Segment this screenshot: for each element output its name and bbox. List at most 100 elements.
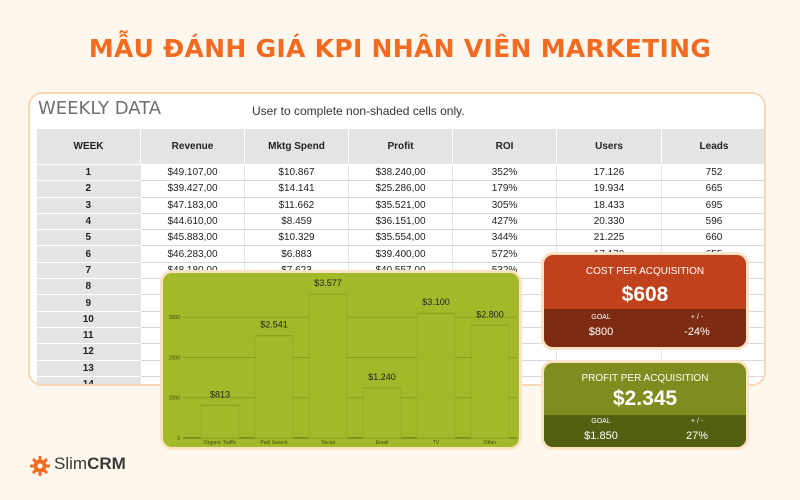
bar — [416, 312, 456, 439]
category-label: Paid Search — [260, 440, 287, 446]
data-cell[interactable]: $8.459 — [244, 213, 349, 231]
data-label: $3.577 — [314, 278, 342, 288]
ppa-goal-value: $1.850 — [584, 430, 618, 442]
data-cell[interactable]: $25.286,00 — [348, 180, 453, 198]
cpa-label: COST PER ACQUISITION — [585, 266, 705, 277]
cpa-goal-label: GOAL — [591, 314, 611, 321]
data-label: $813 — [210, 389, 230, 399]
data-cell[interactable]: $35.521,00 — [348, 197, 453, 214]
ppa-label: PROFIT PER ACQUISITION — [581, 373, 709, 384]
data-cell[interactable]: $10.867 — [244, 164, 349, 182]
data-cell[interactable]: $36.151,00 — [348, 213, 453, 231]
week-number-cell: 7 — [36, 262, 141, 280]
column-header: Mktg Spend — [244, 128, 349, 165]
data-cell[interactable]: $38.240,00 — [348, 164, 453, 182]
ppa-footer: GOAL $1.850 + / - 27% — [544, 415, 746, 447]
cpa-delta-label: + / - — [690, 314, 704, 321]
data-cell[interactable]: 352% — [452, 164, 557, 182]
data-cell[interactable]: $10.329 — [244, 229, 349, 247]
week-number-cell: 11 — [36, 327, 141, 345]
data-label: $3.100 — [422, 297, 450, 307]
cpa-value: $608 — [621, 283, 669, 306]
table-header-row: WEEK Revenue Mktg Spend Profit ROI Users Leads — [36, 128, 764, 165]
category-label: Email — [376, 440, 389, 446]
table-row: 4 $44.610,00 $8.459 $36.151,00 427% 20.330 596 — [36, 213, 764, 231]
sheet-title: WEEKLY DATA — [38, 98, 162, 119]
sheet-note: User to complete non-shaded cells only. — [252, 104, 465, 118]
y-tick-label: 0 — [177, 436, 180, 442]
sheet-header: WEEKLY DATA User to complete non-shaded … — [38, 98, 758, 124]
data-cell[interactable]: $11.662 — [244, 197, 349, 214]
data-cell[interactable]: $35.554,00 — [348, 229, 453, 247]
bar — [362, 387, 402, 439]
data-cell[interactable]: $6.883 — [244, 245, 349, 263]
data-label: $2.800 — [476, 309, 504, 319]
column-header: Leads — [661, 128, 764, 165]
bar — [254, 335, 294, 439]
data-cell[interactable]: $39.427,00 — [140, 180, 245, 198]
profit-per-acquisition-card: PROFIT PER ACQUISITION $2.345 GOAL $1.85… — [541, 360, 749, 450]
data-cell[interactable]: 427% — [452, 213, 557, 231]
column-header: Revenue — [140, 128, 245, 165]
data-cell[interactable]: 18.433 — [556, 197, 662, 214]
week-number-cell: 3 — [36, 197, 141, 214]
ppa-delta-value: 27% — [685, 430, 709, 442]
column-header: ROI — [452, 128, 557, 165]
bar — [470, 324, 510, 439]
week-number-cell: 4 — [36, 213, 141, 231]
brand-name: SlimCRM — [54, 454, 126, 474]
data-cell[interactable]: $46.283,00 — [140, 245, 245, 263]
week-number-cell: 5 — [36, 229, 141, 247]
channel-bar-chart: 0 1000 2000 3000 $813 Organic Traffic $2.541 Pa… — [169, 278, 517, 446]
week-number-cell: 8 — [36, 278, 141, 296]
week-number-cell: 6 — [36, 245, 141, 263]
column-header: Profit — [348, 128, 453, 165]
data-cell[interactable]: 752 — [661, 164, 764, 182]
table-row: 5 $45.883,00 $10.329 $35.554,00 344% 21.225 66… — [36, 229, 764, 247]
data-cell[interactable]: 17.126 — [556, 164, 662, 182]
data-label: $1.240 — [368, 372, 396, 382]
data-cell[interactable]: 344% — [452, 229, 557, 247]
gear-icon — [30, 456, 50, 476]
data-label: $2.541 — [260, 320, 288, 330]
table-row: 2 $39.427,00 $14.141 $25.286,00 179% 19.934 66… — [36, 180, 764, 198]
week-number-cell: 12 — [36, 343, 141, 361]
category-label: Organic Traffic — [204, 440, 237, 446]
data-cell[interactable]: 21.225 — [556, 229, 662, 247]
bar — [308, 293, 348, 439]
data-cell[interactable]: 179% — [452, 180, 557, 198]
brand-name-regular: Slim — [54, 454, 88, 473]
data-cell[interactable]: $47.183,00 — [140, 197, 245, 214]
week-number-cell: 14 — [36, 376, 141, 384]
data-cell[interactable]: 695 — [661, 197, 764, 214]
table-row: 3 $47.183,00 $11.662 $35.521,00 305% 18.433 69… — [36, 197, 764, 214]
category-label: Other — [484, 440, 497, 446]
ppa-goal-label: GOAL — [591, 418, 611, 425]
data-cell[interactable]: $49.107,00 — [140, 164, 245, 182]
data-cell[interactable]: 665 — [661, 180, 764, 198]
cost-per-acquisition-card: COST PER ACQUISITION $608 GOAL $800 + / … — [541, 252, 749, 350]
cpa-delta-value: -24% — [684, 326, 710, 338]
data-cell[interactable]: 20.330 — [556, 213, 662, 231]
week-number-cell: 13 — [36, 360, 141, 377]
bar — [200, 404, 240, 439]
cpa-goal-value: $800 — [588, 326, 614, 338]
data-cell[interactable]: $14.141 — [244, 180, 349, 198]
data-cell[interactable]: $45.883,00 — [140, 229, 245, 247]
data-cell[interactable]: $39.400,00 — [348, 245, 453, 263]
y-tick-label: 3000 — [169, 315, 180, 321]
week-number-cell: 9 — [36, 294, 141, 312]
channel-chart: 0 1000 2000 3000 $813 Organic Traffic $2.541 Pa… — [160, 270, 522, 450]
week-number-cell: 2 — [36, 180, 141, 198]
data-cell[interactable]: 596 — [661, 213, 764, 231]
data-cell[interactable]: 19.934 — [556, 180, 662, 198]
week-number-cell: 10 — [36, 311, 141, 328]
data-cell[interactable]: 660 — [661, 229, 764, 247]
column-header: WEEK — [36, 128, 141, 165]
ppa-value: $2.345 — [612, 387, 678, 410]
week-number-cell: 1 — [36, 164, 141, 182]
data-cell[interactable]: $44.610,00 — [140, 213, 245, 231]
category-label: Social — [321, 440, 335, 446]
category-label: TV — [433, 440, 440, 446]
data-cell[interactable]: 305% — [452, 197, 557, 214]
